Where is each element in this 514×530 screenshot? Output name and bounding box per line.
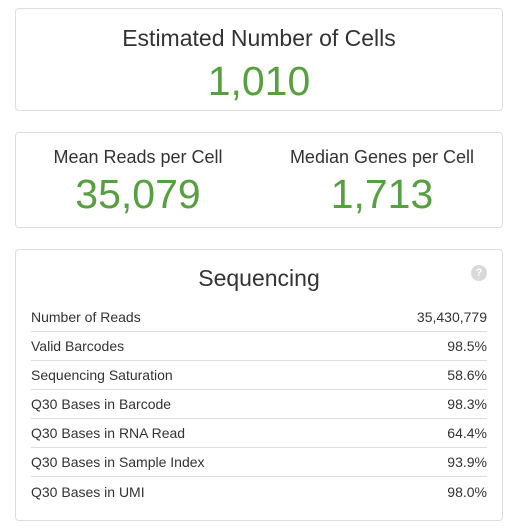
mean-reads-panel: Mean Reads per Cell 35,079 — [16, 133, 260, 227]
table-row: Q30 Bases in RNA Read 64.4% — [31, 419, 487, 448]
sequencing-card: Sequencing ? Number of Reads 35,430,779 … — [15, 249, 503, 521]
row-label: Valid Barcodes — [31, 338, 125, 354]
row-value: 93.9% — [447, 454, 487, 470]
row-label: Q30 Bases in Sample Index — [31, 454, 205, 470]
estimated-cells-value: 1,010 — [207, 58, 311, 104]
reads-genes-card: Mean Reads per Cell 35,079 Median Genes … — [15, 132, 503, 228]
mean-reads-value: 35,079 — [75, 171, 201, 217]
table-row: Number of Reads 35,430,779 — [31, 303, 487, 332]
help-icon[interactable]: ? — [471, 265, 487, 281]
row-label: Q30 Bases in Barcode — [31, 396, 172, 412]
row-value: 98.0% — [447, 483, 487, 500]
row-value: 58.6% — [447, 367, 487, 383]
median-genes-title: Median Genes per Cell — [289, 147, 475, 167]
median-genes-panel: Median Genes per Cell 1,713 — [260, 133, 504, 227]
row-value: 98.3% — [447, 396, 487, 412]
estimated-cells-card: Estimated Number of Cells 1,010 — [15, 8, 503, 111]
table-row: Valid Barcodes 98.5% — [31, 332, 487, 361]
table-row: Q30 Bases in Barcode 98.3% — [31, 390, 487, 419]
sequencing-table: Number of Reads 35,430,779 Valid Barcode… — [31, 303, 487, 506]
median-genes-value: 1,713 — [330, 171, 434, 217]
table-row: Q30 Bases in UMI 98.0% — [31, 477, 487, 506]
row-label: Sequencing Saturation — [31, 367, 173, 383]
mean-reads-title: Mean Reads per Cell — [53, 147, 223, 167]
row-value: 98.5% — [447, 338, 487, 354]
row-value: 35,430,779 — [416, 309, 487, 325]
row-label: Q30 Bases in RNA Read — [31, 425, 186, 441]
sequencing-title: Sequencing — [198, 265, 320, 291]
table-row: Sequencing Saturation 58.6% — [31, 361, 487, 390]
table-row: Q30 Bases in Sample Index 93.9% — [31, 448, 487, 477]
estimated-cells-title: Estimated Number of Cells — [122, 25, 396, 51]
row-value: 64.4% — [447, 425, 487, 441]
row-label: Q30 Bases in UMI — [31, 483, 145, 500]
row-label: Number of Reads — [31, 309, 141, 325]
